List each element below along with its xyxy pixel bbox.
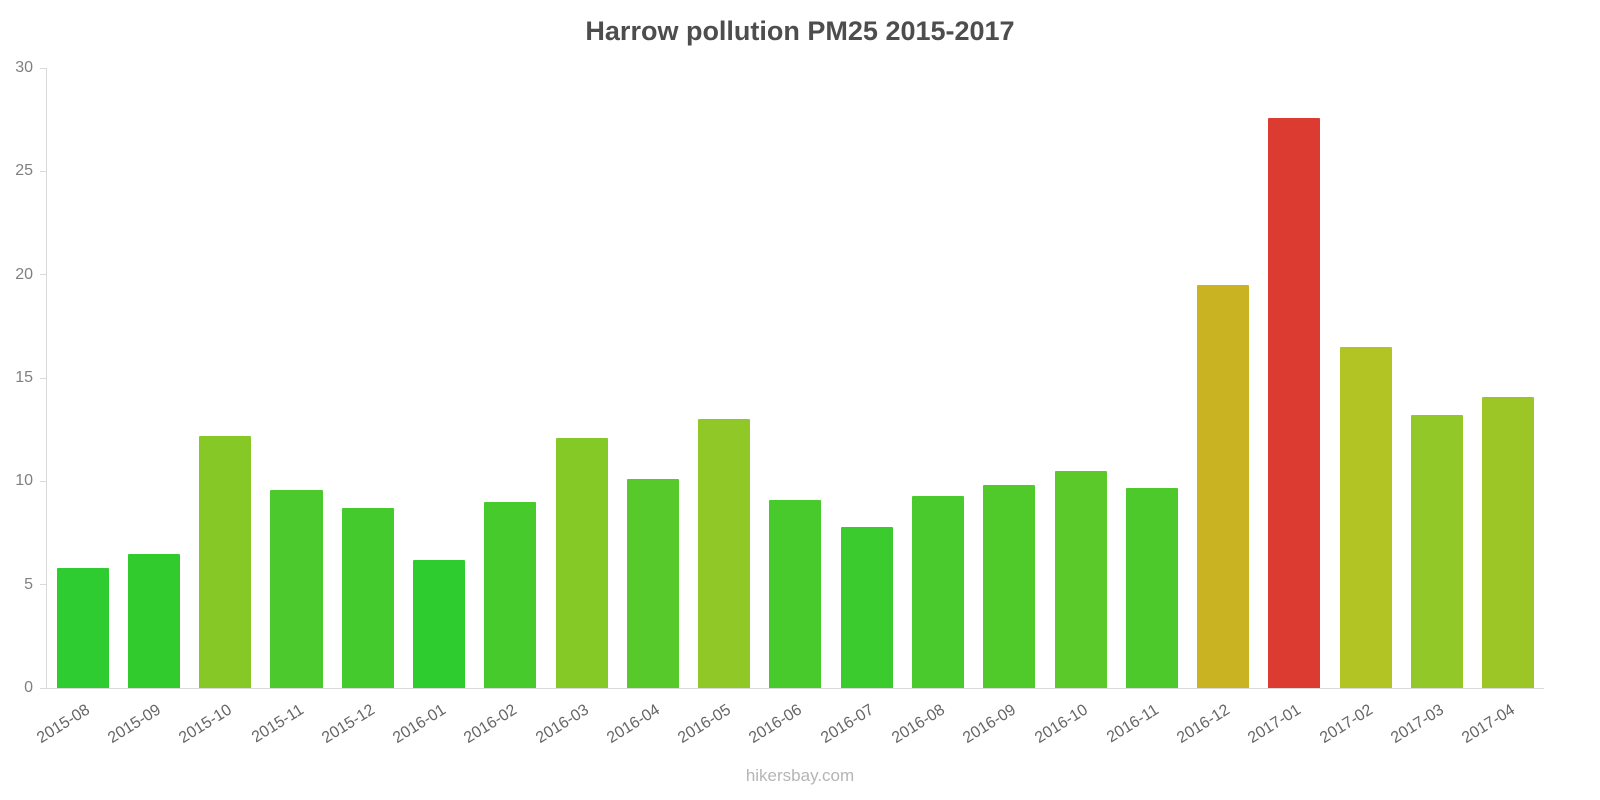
bar-slot: 2016-08 (889, 68, 973, 747)
x-axis-label: 2016-01 (390, 701, 449, 747)
bar-slot: 2016-04 (604, 68, 688, 747)
bar-2015-12 (341, 508, 394, 688)
bar-slot: 2015-09 (105, 68, 189, 747)
x-axis-label: 2016-03 (532, 701, 592, 747)
bar-slot: 2016-12 (1174, 68, 1259, 747)
bar-slot: 2016-11 (1104, 68, 1187, 746)
y-tick-mark (40, 480, 46, 482)
x-axis-label: 2016-07 (817, 701, 877, 747)
bar-2016-12 (1197, 285, 1250, 688)
x-axis-label: 2016-08 (889, 701, 948, 747)
bar-slot: 2016-01 (390, 68, 474, 747)
x-axis-label: 2015-11 (248, 701, 307, 747)
bar-slot: 2015-10 (176, 68, 261, 747)
bar-2016-11 (1125, 487, 1178, 688)
bar-slot: 2015-11 (249, 68, 332, 746)
bar-2016-02 (484, 502, 537, 688)
y-tick-mark (40, 170, 46, 172)
x-axis-label: 2016-12 (1174, 701, 1234, 747)
x-axis-label: 2016-06 (746, 701, 806, 747)
bar-slot: 2017-03 (1388, 68, 1472, 747)
x-axis-label: 2017-04 (1459, 701, 1519, 747)
bar-slot: 2016-03 (533, 68, 617, 747)
x-axis-label: 2015-08 (33, 701, 93, 747)
bar-2016-05 (698, 419, 751, 688)
bar-slot: 2015-08 (34, 68, 118, 747)
bar-slot: 2016-07 (818, 68, 902, 747)
y-tick-label: 10 (15, 472, 33, 490)
y-tick-mark (40, 584, 46, 586)
y-tick-mark (40, 274, 46, 276)
x-axis-label: 2016-11 (1104, 701, 1162, 747)
bar-2015-09 (127, 553, 180, 688)
x-axis-label: 2016-04 (604, 701, 663, 747)
bar-slot: 2017-02 (1317, 68, 1401, 747)
bar-2015-08 (56, 568, 109, 688)
x-axis-label: 2016-05 (675, 701, 735, 747)
bars: 2015-08 2015-09 2015-10 2015-11 2015-12 2016-… (34, 68, 1544, 747)
chart-title: Harrow pollution PM25 2015-2017 (585, 16, 1015, 46)
bar-2015-10 (199, 435, 252, 688)
bar-2016-08 (912, 495, 965, 688)
y-axis: 0 5 10 15 20 25 30 (0, 59, 46, 696)
bar-slot: 2016-06 (747, 68, 831, 747)
bar-slot: 2016-09 (960, 68, 1045, 747)
y-tick-label: 0 (24, 679, 33, 696)
bar-2016-06 (769, 499, 822, 688)
bar-2017-03 (1410, 415, 1463, 688)
bar-2017-01 (1268, 117, 1321, 688)
bar-2016-07 (840, 526, 893, 688)
x-axis-label: 2015-12 (318, 701, 378, 747)
bar-2016-10 (1054, 471, 1107, 688)
x-axis-label: 2015-10 (176, 701, 236, 747)
x-axis-label: 2016-10 (1031, 701, 1091, 747)
y-axis-line (46, 68, 47, 688)
y-tick-mark (40, 687, 46, 689)
x-axis-label: 2017-03 (1388, 701, 1447, 747)
x-axis-line (46, 688, 1544, 689)
y-tick-label: 5 (24, 575, 33, 593)
watermark: hikersbay.com (745, 766, 855, 785)
x-axis-label: 2015-09 (105, 701, 164, 747)
bar-2016-03 (555, 437, 608, 688)
bar-2017-04 (1482, 396, 1535, 688)
y-tick-mark (40, 67, 46, 69)
bar-slot: 2016-10 (1032, 68, 1116, 747)
y-tick-label: 15 (15, 369, 33, 386)
x-axis-label: 2017-02 (1316, 701, 1376, 747)
bar-slot: 2017-04 (1459, 68, 1544, 747)
x-axis-label: 2016-02 (461, 701, 521, 747)
bar-2016-09 (983, 485, 1036, 688)
y-tick-label: 20 (15, 265, 33, 283)
x-axis-label: 2016-09 (960, 701, 1020, 747)
bar-slot: 2015-12 (319, 68, 403, 747)
bar-2017-02 (1339, 347, 1392, 688)
y-tick-label: 30 (15, 59, 33, 76)
bar-2015-11 (270, 489, 323, 688)
bar-2016-01 (413, 559, 466, 688)
bar-2016-04 (626, 479, 679, 688)
x-axis-label: 2017-01 (1245, 701, 1305, 747)
y-tick-label: 25 (15, 162, 33, 180)
y-tick-mark (40, 377, 46, 379)
bar-slot: 2016-02 (461, 68, 546, 747)
bar-slot: 2016-05 (675, 68, 760, 747)
plot-area: 0 5 10 15 20 25 30 2015-08 2015-09 2015-10 2015-1… (15, 59, 1544, 747)
bar-slot: 2017-01 (1246, 68, 1330, 747)
